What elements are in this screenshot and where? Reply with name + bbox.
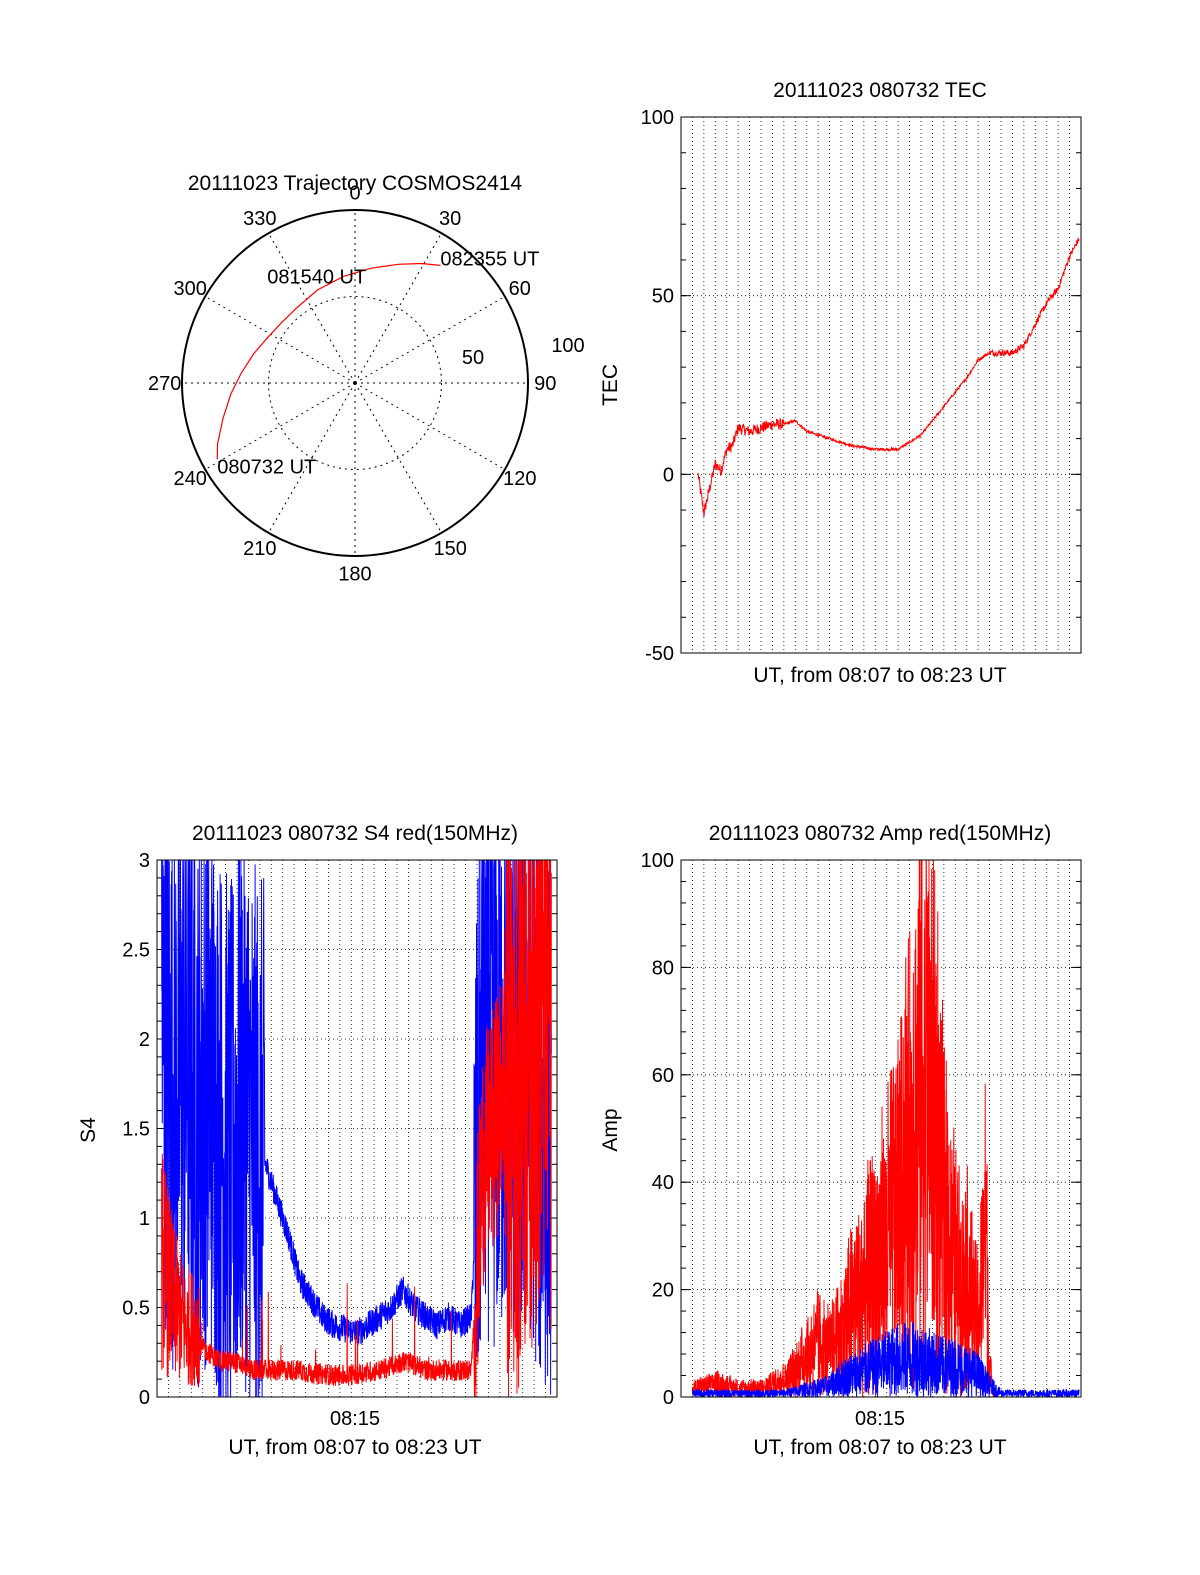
amp-title: 20111023 080732 Amp red(150MHz) [709, 822, 1051, 845]
s4-plot: 20111023 080732 S4 red(150MHz) 0 0.5 1 1.5 2… [77, 822, 558, 1459]
trajectory-line [216, 262, 441, 460]
polar-ring-outer [181, 209, 529, 557]
amp-y-tick-label: 100 [641, 850, 674, 872]
s4-y-tick-label: 0 [139, 1387, 150, 1409]
polar-azimuth-label-60: 60 [509, 278, 531, 300]
amp-y-tick-label: 0 [663, 1387, 674, 1409]
amp-series [691, 859, 1080, 1399]
amp-series-1-line [692, 859, 996, 1398]
polar-azimuth-label-120: 120 [503, 468, 536, 490]
tec-plot: 20111023 080732 TEC -50 0 50 100 UT, from 0… [599, 79, 1082, 687]
tec-y-tick-label: 50 [652, 286, 674, 308]
tec-x-label: UT, from 08:07 to 08:23 UT [753, 664, 1006, 687]
amp-plot: 20111023 080732 Amp red(150MHz) 0 20 40 60 8… [599, 822, 1082, 1459]
polar-spoke-240 [204, 382, 356, 470]
polar-azimuth-label-30: 30 [439, 208, 461, 230]
s4-series [161, 859, 552, 1398]
s4-axes-frame [156, 859, 558, 1398]
trajectory-annotation-3: 082355 UT [440, 248, 539, 270]
trajectory-annotations: 080732 UT 081540 UT 082355 UT [217, 248, 539, 478]
polar-radial-label-50: 50 [462, 347, 484, 369]
polar-azimuth-label-180: 180 [338, 563, 371, 585]
polar-azimuth-label-150: 150 [433, 538, 466, 560]
s4-y-tick-label: 1.5 [122, 1119, 150, 1141]
tec-y-tick-label: 100 [641, 107, 674, 129]
polar-azimuth-label-270: 270 [148, 373, 181, 395]
amp-y-tick-label: 20 [652, 1280, 674, 1302]
tec-series-1-line [697, 237, 1080, 517]
polar-radial-labels: 50 100 [462, 335, 585, 369]
polar-azimuth-label-330: 330 [243, 208, 276, 230]
trajectory-trace [216, 262, 441, 460]
polar-spoke-210 [268, 382, 356, 534]
trajectory-annotation-2: 081540 UT [267, 266, 366, 288]
s4-series-2-line [161, 859, 552, 1398]
amp-x-tick-0815: 08:15 [855, 1408, 905, 1430]
polar-spoke-120 [354, 382, 506, 470]
s4-y-tick-label: 0.5 [122, 1298, 150, 1320]
s4-title: 20111023 080732 S4 red(150MHz) [192, 822, 518, 845]
polar-azimuth-labels: 0 30 60 90 120 150 180 210 240 270 300 330 [148, 183, 556, 586]
s4-y-tick-label: 1 [139, 1208, 150, 1230]
s4-y-label: S4 [77, 1117, 100, 1143]
trajectory-polar-plot: 20111023 Trajectory COSMOS2414 0 30 60 90 12… [148, 172, 585, 585]
s4-x-tick-0815: 08:15 [330, 1408, 380, 1430]
s4-y-tick-label: 3 [139, 850, 150, 872]
amp-y-tick-label: 80 [652, 957, 674, 979]
polar-azimuth-label-300: 300 [174, 278, 207, 300]
s4-y-tick-label: 2.5 [122, 940, 150, 962]
amp-grid [681, 860, 1081, 1397]
tec-y-ticks: -50 0 50 100 [641, 107, 1081, 665]
polar-grid [181, 209, 529, 557]
tec-title: 20111023 080732 TEC [773, 79, 987, 102]
amp-y-ticks: 0 20 40 60 80 100 [641, 850, 1081, 1409]
polar-ring-inner [268, 296, 442, 470]
polar-spoke-150 [354, 382, 442, 534]
tec-grid [681, 117, 1081, 653]
polar-spoke-30 [354, 232, 442, 384]
polar-radial-label-100: 100 [551, 335, 584, 357]
amp-y-tick-label: 40 [652, 1172, 674, 1194]
amp-series-2-line [691, 1322, 1080, 1399]
amp-y-label: Amp [599, 1108, 622, 1151]
amp-x-label: UT, from 08:07 to 08:23 UT [753, 1436, 1006, 1459]
polar-azimuth-label-210: 210 [243, 538, 276, 560]
polar-azimuth-label-240: 240 [174, 468, 207, 490]
tec-y-tick-label: 0 [663, 464, 674, 486]
tec-axes-frame [680, 116, 1082, 654]
polar-spoke-330 [268, 232, 356, 384]
tec-series [697, 237, 1080, 517]
tec-y-tick-label: -50 [645, 643, 674, 665]
polar-title: 20111023 Trajectory COSMOS2414 [188, 172, 523, 195]
tec-y-label: TEC [599, 364, 622, 406]
polar-azimuth-label-90: 90 [534, 373, 556, 395]
polar-azimuth-label-0: 0 [349, 183, 360, 205]
polar-spoke-60 [354, 296, 506, 384]
amp-y-tick-label: 60 [652, 1065, 674, 1087]
s4-y-tick-label: 2 [139, 1029, 150, 1051]
s4-x-label: UT, from 08:07 to 08:23 UT [228, 1436, 481, 1459]
amp-axes-frame [680, 859, 1082, 1398]
polar-spoke-300 [204, 296, 356, 384]
trajectory-annotation-1: 080732 UT [217, 456, 316, 478]
